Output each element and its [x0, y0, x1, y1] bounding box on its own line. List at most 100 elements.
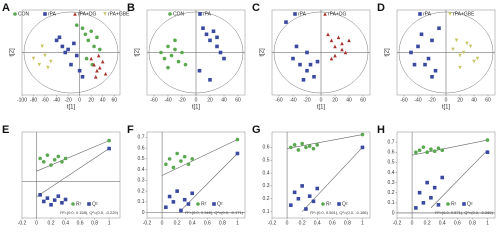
point [107, 138, 111, 143]
point [329, 38, 334, 43]
legend-marker [321, 202, 325, 206]
point [315, 143, 320, 147]
x-tick-label: 40 [221, 97, 227, 103]
point [300, 184, 304, 188]
regression-line [36, 148, 110, 198]
point [304, 207, 308, 211]
x-tick-label: 0.4 [189, 220, 196, 226]
x-tick-label: -60 [41, 97, 48, 103]
legend-label: R² [326, 201, 332, 207]
point [95, 68, 99, 73]
annotation: R²=(0.0, 0.345), Q²=(0.0, -0.171) [185, 210, 243, 215]
point [475, 56, 480, 61]
point [307, 144, 312, 148]
point [38, 193, 42, 197]
plot-frame [146, 131, 246, 219]
x-tick-label: 0 [411, 220, 414, 226]
point [60, 44, 65, 49]
point [186, 162, 191, 167]
panel-label: F [127, 124, 134, 136]
x-tick-label: 0.8 [91, 220, 98, 226]
point [222, 56, 226, 61]
x-tick-label: 20 [457, 97, 463, 103]
point [436, 146, 441, 150]
point [333, 53, 337, 58]
legend-marker [87, 202, 91, 206]
point [52, 157, 57, 162]
regression-line [161, 139, 238, 176]
x-tick-label: -100 [17, 97, 27, 103]
x-tick-label: -60 [400, 97, 407, 103]
x-tick-label: 0.2 [424, 220, 431, 226]
y-tick-label: 0.2 [138, 188, 145, 194]
x-axis-label: t[1] [317, 105, 326, 111]
x-tick-label: 0.8 [344, 220, 351, 226]
point [218, 50, 223, 55]
x-tick-label: 0.4 [314, 220, 321, 226]
legend-marker [462, 202, 466, 206]
point [37, 62, 42, 67]
point [208, 78, 212, 82]
x-tick-label: 0.6 [454, 220, 461, 226]
legend-label: rPA [48, 11, 57, 17]
legend-marker [323, 12, 327, 16]
point [190, 191, 195, 196]
point [171, 200, 176, 204]
point [80, 26, 85, 31]
x-tick-label: -20 [303, 97, 310, 103]
x-tick-label: -60 [150, 97, 157, 103]
legend-label: rPA [298, 11, 307, 17]
legend-marker [103, 12, 107, 16]
point [45, 196, 50, 200]
point [412, 62, 417, 67]
x-axis-label: t[1] [442, 105, 451, 111]
legend-marker [448, 12, 452, 16]
point [436, 203, 441, 207]
regression-line [36, 140, 110, 172]
point [166, 65, 170, 70]
point [472, 59, 476, 64]
point [80, 74, 85, 79]
point [89, 56, 93, 61]
point [300, 141, 304, 146]
x-axis-label: t[1] [192, 105, 201, 111]
y-axis-label: t[2] [260, 48, 266, 57]
y-tick-label: 0.2 [388, 190, 395, 196]
point [311, 199, 316, 204]
x-tick-label: -20 [428, 97, 435, 103]
point [103, 71, 108, 76]
y-tick-label: 0.7 [388, 139, 395, 145]
point [298, 62, 302, 67]
y-tick-label: 0.2 [263, 196, 270, 202]
point [437, 26, 441, 31]
y-tick-label: 0.5 [138, 156, 145, 162]
x-tick-label: 60 [235, 97, 241, 103]
point [326, 32, 330, 37]
point [166, 44, 170, 49]
confidence-ellipse [398, 11, 494, 94]
y-tick-label: 0.1 [263, 209, 270, 215]
point [186, 202, 191, 206]
point [215, 35, 219, 40]
panel-label: H [377, 124, 385, 136]
point [432, 149, 437, 154]
point [89, 29, 93, 34]
point [289, 145, 293, 150]
x-tick-label: 1 [361, 220, 364, 226]
x-tick-label: 20 [332, 97, 338, 103]
point [433, 68, 438, 73]
point [419, 32, 424, 37]
legend-label: rPA [423, 11, 432, 17]
point [417, 190, 422, 195]
panel-label: B [127, 2, 135, 14]
panel: A -100 -80 -60 -40 -20 0 20 40 60 t[1] t[2] CON rPA rP… [2, 2, 130, 111]
panel-label: D [377, 2, 385, 14]
point [96, 53, 101, 58]
point [180, 50, 184, 55]
point [56, 194, 61, 198]
x-tick-label: 1 [108, 220, 111, 226]
point [52, 198, 57, 202]
y-tick-label: 0.3 [388, 180, 395, 186]
